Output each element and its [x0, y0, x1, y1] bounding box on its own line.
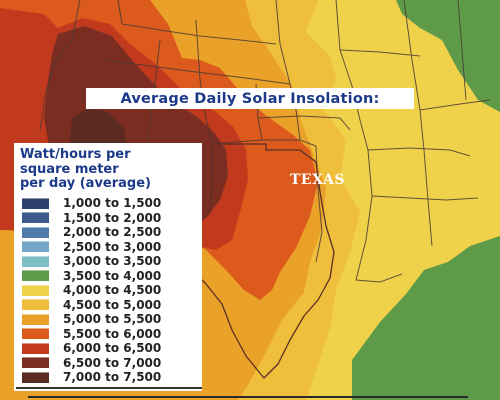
- legend-label: 3,500 to 4,000: [63, 268, 162, 283]
- legend-label: 1,500 to 2,000: [63, 210, 162, 225]
- texas-label: TEXAS: [290, 172, 345, 188]
- border-line: [355, 273, 403, 283]
- legend-label: 6,500 to 7,000: [63, 355, 162, 370]
- legend-swatch: [22, 342, 49, 354]
- legend-item: 6,000 to 6,500: [22, 341, 161, 356]
- legend-item: 3,500 to 4,000: [22, 269, 161, 284]
- legend-title-line: per day (average): [20, 176, 151, 191]
- legend: Watt/hours per square meter per day (ave…: [14, 143, 202, 391]
- map-title: Average Daily Solar Insolation:: [86, 88, 414, 109]
- legend-item: 7,000 to 7,500: [22, 370, 161, 385]
- legend-item: 5,500 to 6,000: [22, 327, 161, 342]
- border-line: [39, 0, 81, 131]
- legend-swatch: [22, 241, 49, 253]
- legend-swatch: [22, 284, 49, 296]
- legend-swatch: [22, 328, 49, 340]
- border-line: [211, 139, 317, 147]
- legend-item: 1,500 to 2,000: [22, 211, 161, 226]
- zone-3500-4000-gulf: [352, 236, 500, 400]
- bottom-divider: [28, 396, 468, 398]
- legend-swatch: [22, 255, 49, 267]
- legend-swatch: [22, 226, 49, 238]
- legend-divider: [16, 387, 202, 389]
- legend-item: 2,500 to 3,000: [22, 240, 161, 255]
- legend-item: 4,500 to 5,000: [22, 298, 161, 313]
- legend-label: 5,000 to 5,500: [63, 312, 162, 327]
- border-line: [457, 0, 467, 101]
- border-line: [423, 149, 433, 247]
- legend-swatch: [22, 197, 49, 209]
- border-line: [103, 59, 291, 85]
- legend-label: 3,000 to 3,500: [63, 254, 162, 269]
- border-line: [257, 115, 351, 131]
- legend-swatch: [22, 299, 49, 311]
- border-line: [419, 99, 491, 111]
- legend-item: 6,500 to 7,000: [22, 356, 161, 371]
- legend-label: 2,500 to 3,000: [63, 239, 162, 254]
- border-line: [403, 0, 425, 151]
- border-line: [339, 49, 421, 57]
- border-line: [355, 149, 373, 281]
- legend-title: Watt/hours per square meter per day (ave…: [20, 147, 202, 192]
- legend-item: 5,000 to 5,500: [22, 312, 161, 327]
- border-line: [371, 195, 479, 201]
- legend-label: 4,500 to 5,000: [63, 297, 162, 312]
- legend-swatch: [22, 371, 49, 383]
- border-line: [367, 147, 471, 157]
- legend-label: 1,000 to 1,500: [63, 196, 162, 211]
- legend-item: 1,000 to 1,500: [22, 196, 161, 211]
- legend-label: 2,000 to 2,500: [63, 225, 162, 240]
- legend-item: 3,000 to 3,500: [22, 254, 161, 269]
- legend-swatch: [22, 313, 49, 325]
- legend-title-line: square meter: [20, 161, 119, 177]
- legend-label: 7,000 to 7,500: [63, 370, 162, 385]
- legend-swatch: [22, 270, 49, 282]
- zone-3500-4000-east: [396, 0, 500, 112]
- legend-item: 4,000 to 4,500: [22, 283, 161, 298]
- legend-label: 4,000 to 4,500: [63, 283, 162, 298]
- legend-swatch: [22, 357, 49, 369]
- legend-item: 2,000 to 2,500: [22, 225, 161, 240]
- border-line: [117, 0, 277, 45]
- border-line: [275, 0, 291, 85]
- legend-swatch: [22, 212, 49, 224]
- legend-list: 1,000 to 1,500 1,500 to 2,000 2,000 to 2…: [22, 196, 161, 385]
- legend-label: 5,500 to 6,000: [63, 326, 162, 341]
- legend-label: 6,000 to 6,500: [63, 341, 162, 356]
- legend-title-line: Watt/hours per: [20, 147, 131, 162]
- border-line: [335, 0, 369, 151]
